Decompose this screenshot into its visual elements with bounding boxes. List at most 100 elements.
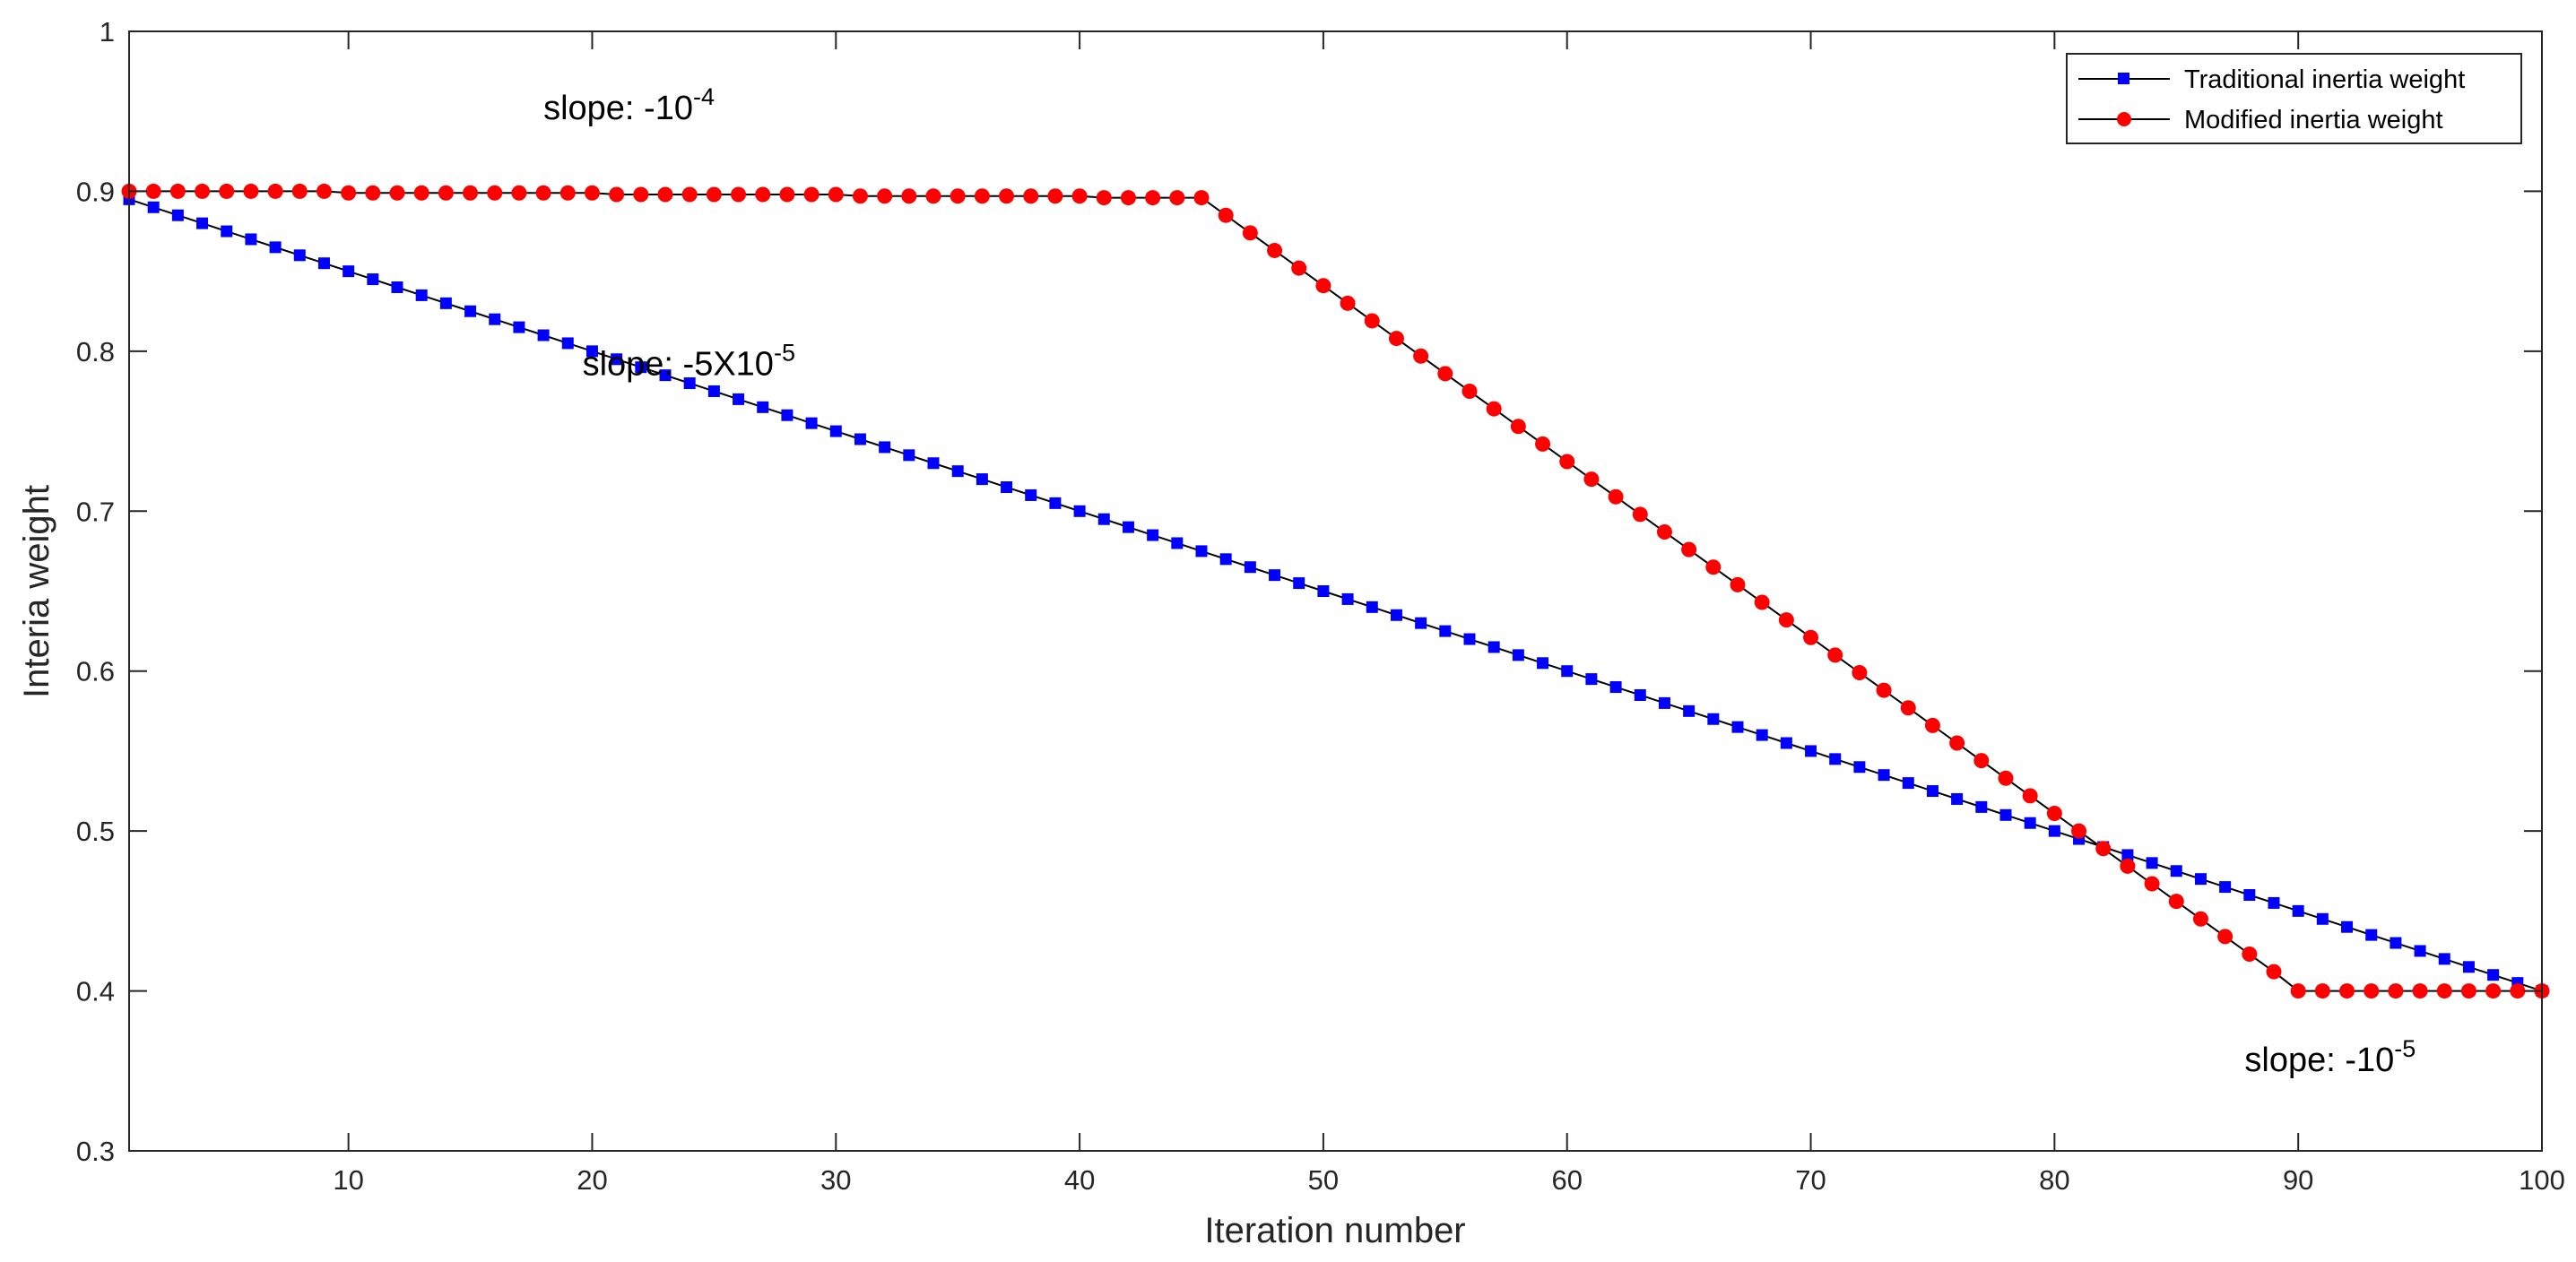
data-point (1512, 649, 1524, 661)
data-point (1656, 523, 1672, 540)
data-point (1876, 682, 1892, 698)
legend-marker-modified (2117, 112, 2131, 126)
data-point (1486, 401, 1502, 417)
data-point (2046, 806, 2062, 822)
data-point (1681, 541, 1697, 558)
data-point (1023, 188, 1039, 204)
data-point (343, 265, 355, 278)
data-point (2219, 881, 2232, 894)
data-point (681, 186, 698, 203)
data-point (2487, 969, 2500, 981)
data-point (2120, 858, 2136, 874)
data-point (1437, 366, 1453, 382)
data-point (1754, 594, 1770, 610)
y-tick-label: 0.9 (76, 176, 115, 207)
y-tick-label: 0.3 (76, 1136, 115, 1167)
data-point (683, 377, 696, 390)
data-point (755, 186, 771, 203)
x-tick-label: 20 (577, 1164, 607, 1196)
data-point (1999, 808, 2012, 821)
data-point (635, 361, 647, 374)
data-point (584, 185, 600, 201)
data-point (2462, 961, 2475, 973)
data-point (2243, 889, 2256, 902)
data-point (828, 186, 844, 203)
annotation-exponent: -5 (774, 340, 795, 367)
series-line (129, 190, 2542, 992)
data-point (2510, 983, 2526, 999)
data-point (925, 188, 941, 204)
data-point (196, 217, 209, 229)
data-point (389, 185, 405, 201)
data-point (950, 188, 966, 204)
data-point (1364, 313, 1380, 329)
y-tick-label: 1 (100, 16, 115, 48)
data-point (2095, 841, 2112, 857)
data-point (2364, 983, 2380, 999)
data-point (1147, 529, 1159, 541)
data-point (1780, 737, 1792, 749)
data-point (317, 257, 330, 270)
x-tick-label: 40 (1064, 1164, 1095, 1196)
data-point (1120, 190, 1136, 206)
data-point (145, 183, 161, 199)
data-point (269, 241, 282, 254)
x-tick-label: 100 (2519, 1164, 2565, 1196)
data-point (511, 185, 527, 201)
data-point (2460, 983, 2476, 999)
data-point (1267, 242, 1283, 258)
y-tick-label: 0.6 (76, 656, 115, 687)
data-point (2022, 788, 2038, 804)
data-point (706, 186, 722, 203)
data-point (2048, 825, 2060, 837)
data-point (611, 353, 623, 366)
data-point (2266, 964, 2282, 980)
data-point (291, 183, 308, 199)
data-point (1803, 629, 1819, 645)
data-point (2485, 983, 2502, 999)
data-point (805, 417, 818, 429)
data-point (1609, 681, 1622, 694)
data-point (609, 186, 625, 203)
data-point (1413, 348, 1429, 364)
data-point (1949, 735, 1965, 751)
data-point (1025, 488, 1037, 501)
data-point (779, 186, 795, 203)
data-point (1707, 713, 1720, 725)
data-point (2388, 983, 2404, 999)
data-point (221, 225, 233, 238)
data-point (1242, 225, 1258, 241)
data-point (1730, 576, 1746, 592)
data-point (561, 337, 574, 350)
y-tick-label: 0.4 (76, 976, 115, 1007)
data-point (585, 345, 598, 358)
data-point (657, 186, 673, 203)
legend: Traditional inertia weight Modified iner… (2066, 53, 2522, 144)
data-point (391, 281, 403, 293)
data-point (559, 185, 576, 201)
data-point (2314, 983, 2330, 999)
x-tick-label: 80 (2039, 1164, 2069, 1196)
data-point (243, 183, 259, 199)
data-point (1998, 770, 2014, 786)
data-point (1315, 278, 1331, 294)
data-point (1291, 260, 1307, 276)
data-point (171, 209, 184, 221)
data-point (2268, 896, 2280, 909)
x-tick-label: 50 (1308, 1164, 1339, 1196)
data-point (1049, 497, 1062, 509)
data-point (147, 201, 160, 213)
data-point (2414, 945, 2426, 957)
x-tick-label: 10 (333, 1164, 363, 1196)
data-point (1683, 704, 1696, 717)
data-point (2316, 912, 2329, 925)
data-point (2390, 937, 2402, 949)
data-point (1585, 673, 1598, 686)
x-tick-label: 70 (1795, 1164, 1826, 1196)
data-point (927, 457, 940, 470)
data-point (1487, 641, 1500, 653)
data-point (1269, 569, 1281, 582)
data-point (1634, 688, 1646, 701)
data-point (2242, 946, 2258, 963)
